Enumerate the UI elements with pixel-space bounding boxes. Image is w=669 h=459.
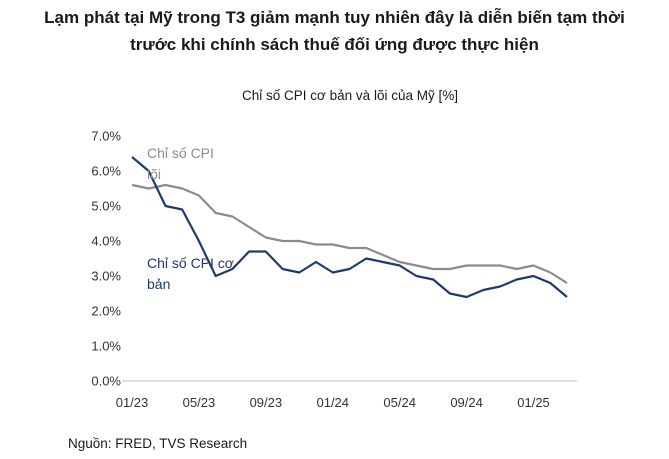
y-tick-label: 4.0% — [91, 234, 121, 249]
headline-line-1: Lạm phát tại Mỹ trong T3 giảm mạnh tuy n… — [44, 8, 625, 27]
y-tick-label: 5.0% — [91, 199, 121, 214]
x-tick-label: 01/23 — [116, 395, 149, 410]
headline-line-2: trước khi chính sách thuế đối ứng được t… — [130, 35, 539, 54]
series-line-headline-cpi — [131, 156, 568, 299]
y-tick-label: 0.0% — [91, 374, 121, 389]
y-tick-label: 2.0% — [91, 304, 121, 319]
y-tick-label: 6.0% — [91, 164, 121, 179]
x-tick-label: 09/23 — [250, 395, 283, 410]
y-tick-label: 7.0% — [91, 129, 121, 144]
x-tick-label: 05/23 — [183, 395, 216, 410]
chart-title: Chỉ số CPI cơ bản và lõi của Mỹ [%] — [242, 88, 458, 103]
x-tick-label: 05/24 — [383, 395, 416, 410]
series-label-core-cpi: Chỉ số CPI lõi — [147, 145, 214, 182]
y-tick-label: 1.0% — [91, 339, 121, 354]
headline: Lạm phát tại Mỹ trong T3 giảm mạnh tuy n… — [0, 4, 669, 58]
y-tick-label: 3.0% — [91, 269, 121, 284]
source-note: Nguồn: FRED, TVS Research — [68, 436, 248, 451]
x-tick-label: 01/25 — [517, 395, 550, 410]
x-tick-label: 09/24 — [450, 395, 483, 410]
series-label-headline-cpi: Chỉ số CPI cơ bản — [147, 255, 234, 292]
series-line-core-cpi — [131, 183, 568, 284]
x-tick-label: 01/24 — [316, 395, 349, 410]
